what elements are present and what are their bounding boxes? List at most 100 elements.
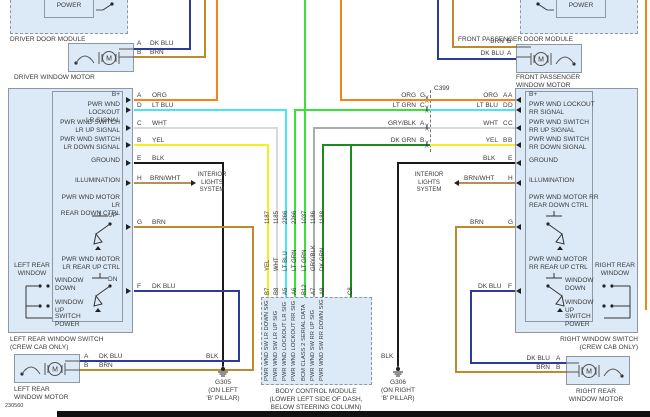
switch-power-label: SWITCH POWER: [565, 313, 591, 328]
ground-icon: [393, 364, 403, 377]
bcm-pin: A7: [311, 287, 317, 295]
down-ctrl-switch-icon: [546, 211, 565, 250]
wire-color-label: BRN: [536, 364, 550, 371]
pin-letter: F: [508, 283, 512, 290]
wire-dkblu: [189, 0, 191, 50]
wire-brn: [455, 371, 566, 373]
svg-text:M: M: [52, 367, 58, 374]
pin-letter: D: [503, 102, 508, 109]
bcm-pin: B7: [265, 287, 271, 295]
right-rear-motor-caption: RIGHT REAR WINDOW MOTOR: [568, 388, 624, 403]
wire-color-label: BLK: [206, 353, 219, 360]
wire-color-label: BRN: [490, 38, 504, 45]
wire-blk: [134, 162, 224, 164]
passenger-switch-icon: [536, 2, 554, 11]
pin-letter: B: [420, 137, 425, 144]
window-label: RIGHT REAR WINDOW: [595, 262, 635, 277]
bcm-signal: PWR WND SW RR UP SIG: [310, 309, 316, 381]
window-down-label: WINDOW DOWN: [565, 277, 594, 292]
signal-label: B+: [111, 91, 120, 98]
wire-dkblu: [134, 48, 191, 50]
motor-icon: M: [74, 48, 134, 65]
wire-color-label: GRY/BLK: [311, 245, 317, 271]
wire-dkgrn-row: [322, 144, 430, 146]
pin-letter: B: [137, 49, 142, 56]
wire-blk: [397, 162, 515, 164]
connector-arrow-icon: [516, 180, 521, 186]
up-ctrl-switch-icon: [92, 273, 112, 312]
pin-letter: E: [508, 155, 513, 162]
wire-wht: [276, 127, 278, 297]
wire-org: [216, 0, 218, 101]
wire-org-feed: [340, 0, 342, 101]
connector-arrow-icon: [126, 142, 131, 148]
passenger-switch-power-label: SWITCH POWER: [568, 0, 594, 9]
pin-letter: A: [503, 92, 508, 99]
connector-arrow-icon: [516, 142, 521, 148]
left-rear-motor-box: [14, 354, 80, 383]
bcm-signal: BCM CLASS 2 SERIAL DATA: [301, 304, 307, 381]
wire-gryblk-row: [313, 127, 430, 129]
wire-color-label: DK BLU: [150, 40, 174, 47]
wire-color-label: DK BLU: [526, 355, 550, 362]
pin-letter: G: [420, 92, 426, 99]
connector-arrow-icon: [126, 160, 131, 166]
wire-color-label: DK BLU: [99, 353, 123, 360]
wire-dkgrn-c8: [350, 144, 352, 297]
circuit-number: 1185: [274, 211, 280, 224]
wire-color-label: YEL: [485, 137, 498, 144]
window-up-label: WINDOW UP: [565, 299, 594, 314]
wire-color-label: LT GRN: [302, 249, 308, 271]
bcm-pin: B8: [274, 287, 280, 295]
connector-arrow-icon: [516, 97, 521, 103]
connector-mark: )(: [425, 124, 429, 131]
wire-color-label: BRN: [152, 219, 166, 226]
bcm-pin: C8: [348, 287, 354, 295]
wire-org-edge: [645, 0, 647, 310]
ground-location: (ON LEFT 'B' PILLAR): [206, 387, 240, 402]
ground-name: G306: [390, 379, 406, 386]
bcm-caption: BODY CONTROL MODULE (LOWER LEFT SIDE OF …: [269, 388, 363, 411]
wire-brn: [452, 0, 454, 48]
signal-label: PWR WND MOTOR RR REAR UP CTRL: [529, 256, 588, 271]
signal-label: ILLUMINATION: [74, 177, 120, 184]
wire-ltblu: [430, 109, 515, 111]
signal-label: GROUND: [91, 157, 120, 164]
pin-letter: A: [507, 50, 512, 57]
signal-label: PWR WND SWITCH LR DOWN SIGNAL: [60, 136, 120, 151]
pin-letter: H: [137, 175, 142, 182]
svg-text:M: M: [538, 57, 544, 64]
svg-text:M: M: [586, 369, 592, 376]
pin-letter: B: [556, 364, 561, 371]
signal-label: GROUND: [529, 157, 558, 164]
bcm-pin: A8: [320, 287, 326, 295]
pin-letter: B: [137, 137, 142, 144]
wire-gryblk: [313, 127, 315, 297]
wire-brn: [455, 226, 457, 373]
wire-color-label: ORG: [401, 92, 416, 99]
bcm-signal: PWR WND LOCKOUT LR SIG: [282, 301, 288, 381]
wire-brn: [455, 226, 515, 228]
left-switch-caption: LEFT REAR WINDOW SWITCH (CREW CAB ONLY): [10, 336, 104, 351]
wire-brn: [80, 369, 254, 371]
signal-label: PWR WND LOCKOUT RR SIGNAL: [529, 101, 595, 116]
wire-ltgrn-row: [294, 109, 430, 111]
diagram-number: 230560: [5, 403, 24, 409]
wire-color-label: DK GRN: [390, 137, 416, 144]
wire-color-label: BRN: [99, 362, 113, 369]
switch-tag: UP: [108, 212, 118, 219]
wire-color-label: LT BLU: [283, 251, 289, 271]
ground-icon: [218, 364, 228, 377]
connector-mark: )(: [425, 141, 429, 148]
wire-color-label: WHT: [483, 120, 498, 127]
wire-color-label: LT GRN: [292, 249, 298, 271]
wire-color-label: LT BLU: [476, 102, 498, 109]
wire-blk: [397, 162, 399, 366]
window-up-label: WINDOW UP: [55, 299, 84, 314]
pin-letter: B: [508, 137, 513, 144]
wire-ltblu: [134, 109, 287, 111]
wire-color-label: WHT: [152, 120, 167, 127]
wire-color-label: YEL: [152, 137, 165, 144]
wire-color-label: DK BLU: [478, 283, 502, 290]
